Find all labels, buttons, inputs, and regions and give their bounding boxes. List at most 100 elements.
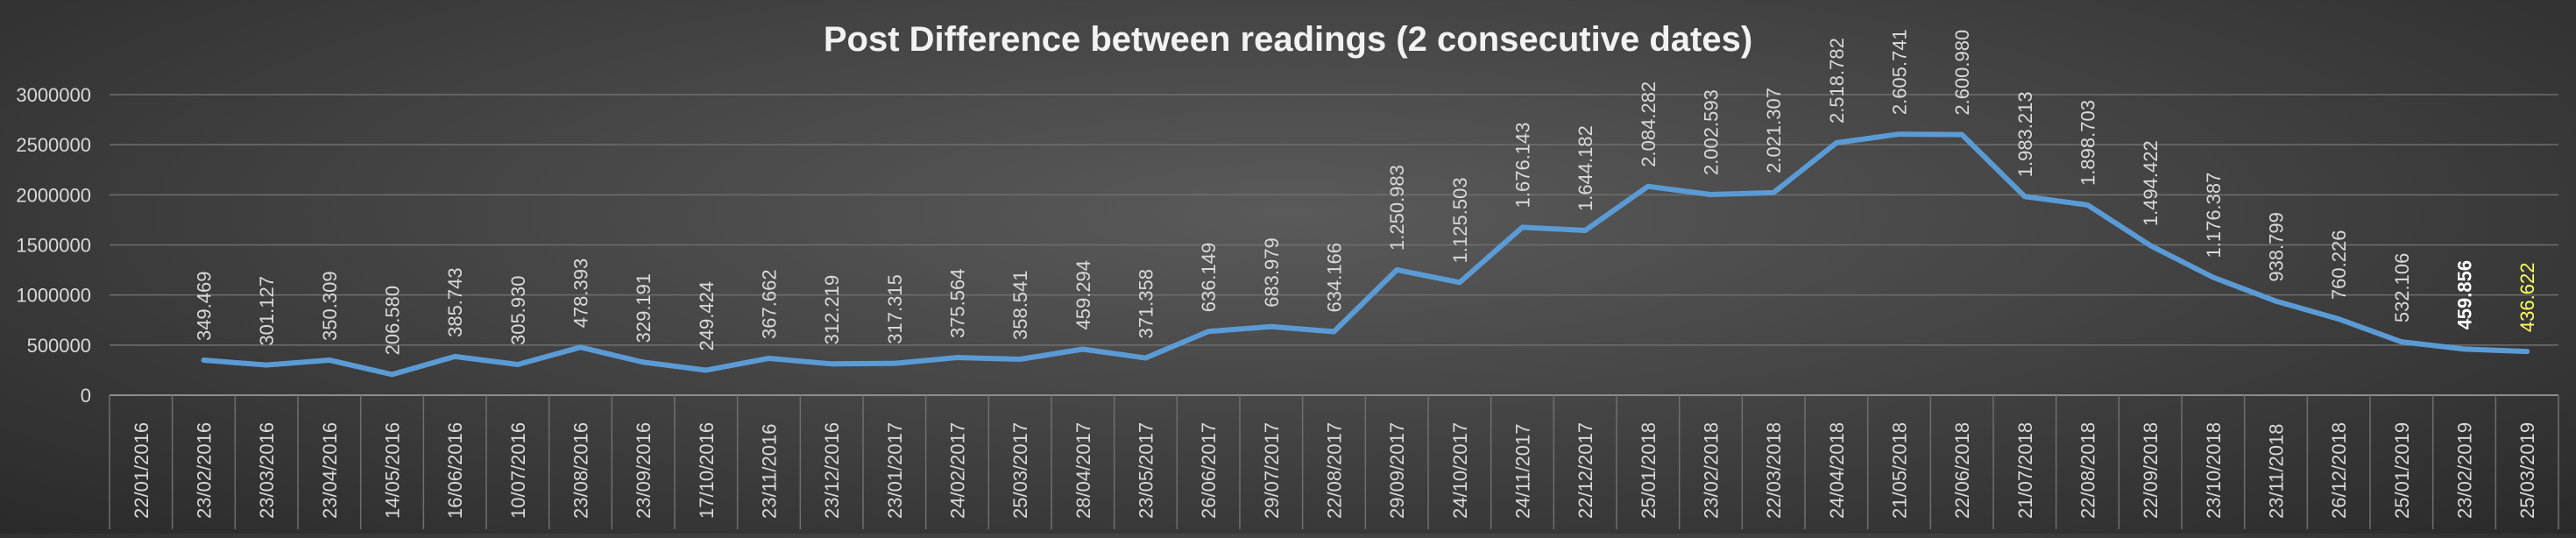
x-tick-label: 24/02/2017 [947,422,969,519]
data-label: 2.518.782 [1826,38,1848,124]
y-tick-label: 3000000 [16,84,91,106]
data-point [2274,299,2278,303]
x-tick-label: 23/10/2018 [2203,422,2225,519]
x-tick-label: 22/03/2018 [1763,422,1785,519]
data-point [1897,132,1901,137]
data-point [453,354,457,358]
data-label: 1.676.143 [1512,122,1534,208]
data-label: 938.799 [2266,212,2288,282]
data-label: 459.856 [2454,260,2476,330]
data-point [1520,225,1525,230]
series-layer [201,131,2530,378]
x-tick-label: 23/04/2016 [319,422,341,519]
x-tick-label: 17/10/2016 [696,422,718,519]
x-tick-label: 29/09/2017 [1386,422,1408,519]
x-tick-label: 23/03/2016 [256,422,278,519]
x-tick-label: 23/02/2018 [1701,422,1723,519]
x-tick-label: 22/08/2018 [2077,422,2099,519]
x-tick-label: 21/05/2018 [1889,422,1911,519]
data-label: 206.580 [382,286,404,356]
x-tick-label: 21/07/2018 [2014,422,2036,519]
data-label: 532.106 [2391,253,2413,323]
data-label: 2.002.593 [1701,89,1723,175]
data-point [892,361,896,365]
data-point [2211,275,2215,280]
y-tick-label: 0 [81,385,91,407]
x-tick-label: 25/01/2018 [1638,422,1660,519]
y-tick-label: 500000 [27,335,91,357]
gridlines [110,94,2558,346]
data-label: 2.021.307 [1763,88,1785,173]
y-tick-label: 2000000 [16,184,91,206]
data-point [830,362,834,366]
data-label: 305.930 [507,275,529,345]
data-label: 349.469 [194,272,216,342]
x-tick-label: 25/01/2019 [2391,422,2413,519]
data-label: 1.983.213 [2014,91,2036,177]
data-label: 385.743 [444,267,466,337]
series-line [201,131,2530,378]
x-tick-label: 29/07/2017 [1261,422,1283,519]
data-label: 760.226 [2328,230,2350,301]
x-tick-label: 22/12/2017 [1575,422,1596,519]
data-point [1834,141,1838,145]
data-label: 634.166 [1324,243,1346,313]
data-point [1772,190,1776,195]
data-point [1018,357,1023,362]
y-axis: 0 500000 1000000 1500000 2000000 2500000 30000… [16,84,91,407]
data-labels: 349.469 301.127 350.309 206.580 385.743 305.9… [194,29,2539,355]
data-point [2148,244,2153,248]
data-label: 317.315 [884,274,906,344]
data-point [1332,329,1336,334]
data-point [202,358,206,363]
data-label: 350.309 [319,271,341,341]
x-tick-label: 22/06/2018 [1951,422,1973,519]
data-point [2085,202,2090,207]
x-axis: 22/01/2016 23/02/2016 23/03/2016 23/04/2016… [109,394,2559,529]
data-label: 2.605.741 [1889,29,1911,115]
data-label: 2.084.282 [1638,81,1660,167]
data-label: 1.125.503 [1449,177,1471,263]
data-point [515,363,520,367]
y-tick-label: 1500000 [16,235,91,257]
data-label: 1.250.983 [1386,165,1408,251]
data-label: 312.219 [821,275,843,345]
data-point [1207,329,1211,334]
data-point [955,356,959,360]
data-label: 459.294 [1072,260,1094,330]
data-point [1583,229,1588,233]
x-tick-label: 26/06/2017 [1198,422,1220,519]
x-tick-label: 23/11/2016 [759,424,781,519]
x-tick-label: 23/09/2016 [633,422,655,519]
x-tick-label: 16/06/2016 [444,422,466,519]
x-tick-label: 10/07/2016 [507,422,529,519]
x-tick-label: 28/04/2017 [1072,422,1094,519]
x-tick-label: 23/12/2016 [821,422,843,519]
x-tick-label: 23/11/2018 [2266,424,2288,519]
data-point [1645,184,1650,188]
x-tick-label: 23/05/2017 [1136,422,1157,519]
y-tick-label: 2500000 [16,134,91,156]
data-label: 329.191 [633,273,655,343]
data-point [2462,347,2466,351]
data-point [1395,267,1399,272]
data-point [265,363,269,367]
x-tick-label: 22/01/2016 [131,422,152,519]
data-label: 636.149 [1198,243,1220,313]
data-point [327,357,331,362]
x-tick-label: 14/05/2016 [382,422,404,519]
data-point [2525,350,2530,354]
data-point [1709,193,1713,197]
data-label: 1.494.422 [2140,140,2162,226]
data-point [1080,347,1085,351]
x-tick-label: 24/10/2017 [1449,422,1471,519]
data-point [2337,317,2341,322]
chart-title: Post Difference between readings (2 cons… [824,20,1752,59]
data-label: 2.600.980 [1951,30,1973,116]
x-tick-label: 24/11/2017 [1512,424,1534,519]
x-tick-label: 23/02/2019 [2454,422,2476,519]
data-label: 358.541 [1009,270,1031,340]
data-label: 478.393 [570,258,592,329]
